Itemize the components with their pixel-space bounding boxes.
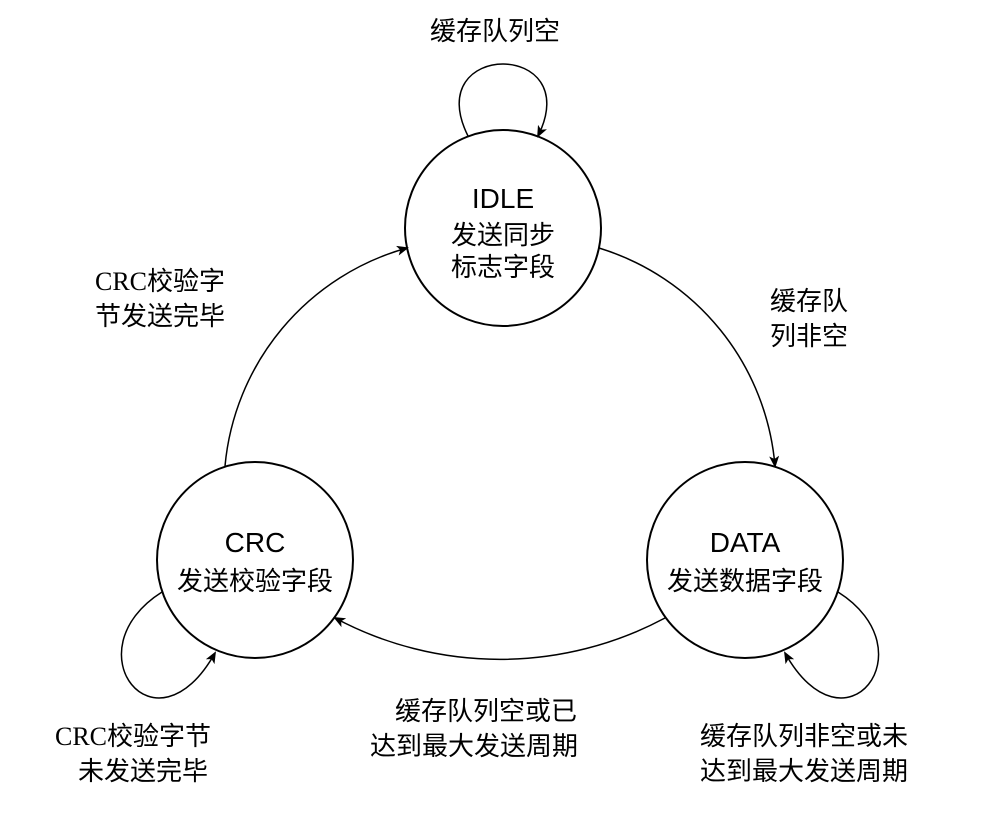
edge-data-self [785,592,879,698]
edge-crc-to-idle-label-1: CRC校验字 [95,267,225,296]
edge-data-self-label-2: 达到最大发送周期 [700,757,908,786]
edge-data-self-label-1: 缓存队列非空或未 [700,722,908,751]
node-data-sub: 发送数据字段 [667,567,823,596]
node-data [647,462,843,658]
edge-crc-to-idle-label-2: 节发送完毕 [95,302,225,331]
edge-idle-to-data-label-2: 列非空 [770,322,848,351]
node-crc-title: CRC [225,527,286,558]
edge-data-to-crc [335,618,665,659]
edge-data-to-crc-label-1: 缓存队列空或已 [395,697,577,726]
node-crc-sub: 发送校验字段 [177,567,333,596]
edge-crc-self-label-1: CRC校验字节 [55,722,211,751]
edge-idle-self-label: 缓存队列空 [430,17,560,46]
edge-idle-self [459,64,547,136]
edge-data-to-crc-label-2: 达到最大发送周期 [370,732,578,761]
node-idle-title: IDLE [472,183,534,214]
node-idle-sub1: 发送同步 [451,221,555,250]
node-data-title: DATA [710,527,781,558]
edge-crc-to-idle [225,248,407,466]
edge-crc-self-label-2: 未发送完毕 [78,757,208,786]
node-idle-sub2: 标志字段 [451,253,555,282]
edge-idle-to-data [599,248,775,466]
edge-idle-to-data-label-1: 缓存队 [770,287,848,316]
state-diagram: 缓存队列空 缓存队 列非空 缓存队列非空或未 达到最大发送周期 缓存队列空或已 … [0,0,1000,814]
edge-crc-self [121,592,215,698]
node-crc [157,462,353,658]
